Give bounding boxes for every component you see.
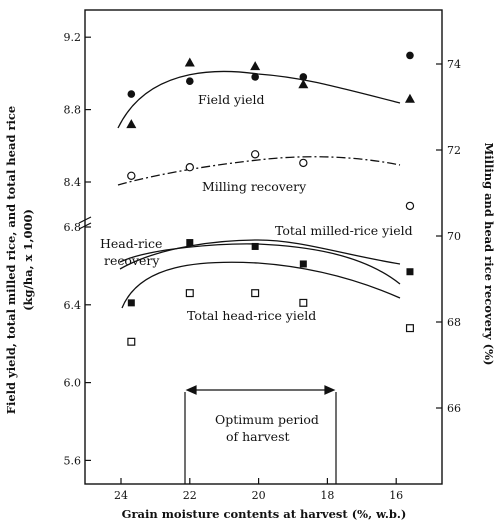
field-yield-point [404, 93, 415, 103]
total-head-rice-curve [121, 261, 401, 309]
x-axis: 24 22 20 18 16 [114, 478, 403, 502]
x-tick-label: 22 [183, 489, 197, 502]
right-y-tick-label: 72 [447, 144, 461, 157]
total-milled-rice-yield-point [127, 299, 135, 307]
x-axis-title: Grain moisture contents at harvest (%, w… [122, 507, 407, 521]
total-head-rice-yield-point [405, 324, 414, 333]
total-head-rice-yield-point [127, 337, 136, 346]
total-head-rice-yield-point [251, 289, 260, 298]
left-y-tick-label: 6.8 [64, 221, 82, 234]
right-y-axis-title: Milling and head rice recovery (%) [482, 143, 496, 366]
plot-frame [84, 9, 443, 485]
head-rice-recovery-point [405, 201, 415, 211]
right-y-tick-label: 68 [447, 316, 461, 329]
left-y-tick-label: 6.4 [64, 299, 82, 312]
milling-recovery-point [251, 73, 259, 81]
total-milled-rice-yield-point [406, 268, 414, 276]
left-y-axis-title: Field yield, total milled rice, and tota… [4, 106, 18, 414]
x-tick-label: 18 [320, 489, 334, 502]
left-y-tick-label: 8.4 [64, 176, 82, 189]
total-milled-rice-yield-point [186, 239, 194, 247]
left-y-tick-label: 5.6 [64, 454, 82, 467]
milling-recovery-curve [117, 156, 401, 186]
head-rice-recovery-point [250, 150, 260, 159]
left-y-tick-label: 6.0 [64, 377, 82, 390]
annotation-total-milled-rice-yield: Total milled-rice yield [275, 223, 413, 238]
right-y-tick-label: 74 [447, 58, 461, 71]
head-rice-recovery-point [299, 158, 308, 168]
annotation-total-head-rice-yield: Total head-rice yield [187, 308, 316, 323]
field-yield-curve [117, 70, 401, 129]
x-tick-label: 20 [252, 489, 266, 502]
right-y-tick-label: 70 [447, 230, 461, 243]
left-y-axis-unit: (kg/ha, x 1,000) [21, 209, 35, 311]
optimum-period-bracket [184, 385, 337, 484]
milling-recovery-point [299, 73, 308, 81]
milling-recovery-point [406, 51, 414, 60]
axis-break-mark [78, 216, 92, 230]
total-milled-rice-yield-point [251, 242, 259, 250]
milling-recovery-point [186, 77, 194, 85]
total-milled-rice-curve [119, 239, 401, 270]
total-head-rice-yield-point [299, 298, 308, 307]
field-yield-point [250, 61, 261, 71]
annotation-head-rice: Head-rice [100, 236, 162, 251]
right-y-axis: 78767472706866 [436, 58, 461, 415]
data-points [126, 51, 415, 346]
left-y-tick-label: 8.8 [64, 104, 82, 117]
head-rice-recovery-point [127, 171, 136, 180]
field-yield-point [298, 79, 309, 89]
annotation-optimum-period: Optimum period [215, 412, 319, 427]
field-yield-point [126, 119, 137, 129]
annotation-of-harvest: of harvest [226, 429, 290, 444]
x-tick-label: 24 [114, 489, 128, 502]
annotation-milling-recovery: Milling recovery [202, 179, 307, 194]
annotation-recovery: recovery [104, 253, 160, 268]
total-milled-rice-yield-point [299, 260, 307, 268]
left-y-axis: 9.2 8.8 8.4 6.8 6.4 6.0 5.6 [64, 31, 91, 467]
head-rice-recovery-point [185, 162, 194, 172]
total-head-rice-yield-point [185, 289, 194, 298]
left-y-tick-label: 9.2 [64, 31, 82, 44]
milling-recovery-point [127, 90, 136, 98]
annotation-field-yield: Field yield [198, 92, 265, 107]
x-tick-label: 16 [389, 489, 403, 502]
field-yield-point [184, 57, 195, 67]
right-y-tick-label: 66 [447, 402, 461, 415]
